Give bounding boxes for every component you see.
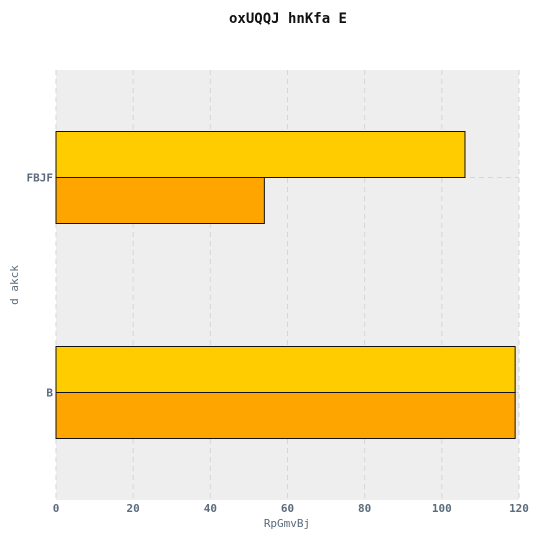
bar-b-series-2 xyxy=(55,346,516,393)
y-tick-label: B xyxy=(46,387,53,400)
bar-fbjf-series-1 xyxy=(55,177,265,224)
x-tick-label: 20 xyxy=(127,502,140,515)
x-tick-label: 40 xyxy=(204,502,217,515)
x-tick-label: 100 xyxy=(432,502,452,515)
bar-fbjf-series-2 xyxy=(55,131,466,178)
bars xyxy=(55,131,516,439)
y-tick-label: FBJF xyxy=(27,172,54,185)
x-axis-label: RpGmvBj xyxy=(264,517,310,530)
chart-title: oxUQQJ hnKfa E xyxy=(229,11,347,27)
x-tick-label: 80 xyxy=(358,502,371,515)
x-tick-label: 120 xyxy=(509,502,529,515)
x-tick-label: 0 xyxy=(53,502,60,515)
y-axis-label: d akck xyxy=(8,265,21,305)
x-tick-labels: 0 20 40 60 80 100 120 xyxy=(53,502,529,515)
x-tick-label: 60 xyxy=(281,502,294,515)
bar-b-series-1 xyxy=(55,392,516,439)
y-tick-labels: B FBJF xyxy=(27,172,54,400)
